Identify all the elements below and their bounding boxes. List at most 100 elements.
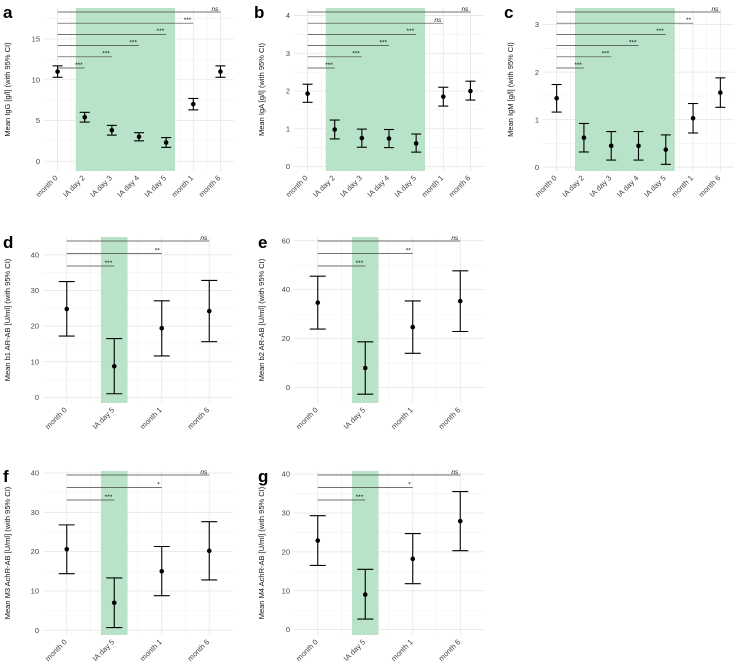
y-axis-label: Mean M3 AchR-AB [U/ml] (with 95% CI) — [3, 486, 12, 619]
y-tick-label: 60 — [282, 236, 290, 245]
panel-letter: d — [3, 233, 13, 252]
significance-label: * — [408, 481, 411, 488]
x-tick-label: month 0 — [43, 405, 69, 431]
x-tick-label: month 0 — [34, 173, 60, 199]
y-tick-label: 20 — [31, 547, 39, 556]
y-tick-label: 10 — [31, 587, 39, 596]
mean-point — [332, 127, 338, 132]
y-tick-label: 40 — [31, 469, 39, 478]
ia-shaded-band — [325, 8, 426, 171]
x-tick-label: month 0 — [294, 405, 320, 431]
mean-point — [82, 114, 88, 120]
x-tick-label: month 6 — [697, 173, 723, 199]
mean-point — [410, 556, 416, 562]
significance-label: *** — [102, 51, 110, 58]
y-axis-label: Mean M4 AchR-AB [U/ml] (with 95% CI) — [257, 486, 266, 619]
y-tick-label: 1 — [535, 115, 539, 124]
mean-point — [410, 324, 416, 330]
mean-point — [55, 69, 60, 74]
y-tick-label: 3 — [535, 20, 539, 29]
chart-panel-b: 0 1 2 3 4 month 0 IA day 2 IA day 3 IA day 4 IA d… — [254, 3, 484, 199]
mean-point — [190, 101, 196, 107]
y-tick-label: 20 — [282, 547, 290, 556]
y-axis-label: Mean IgA [g/l] (with 95% CI) — [257, 43, 266, 136]
y-tick-label: 4 — [286, 11, 290, 20]
significance-label: ns — [451, 469, 459, 476]
panel-letter: g — [258, 467, 268, 486]
significance-label: *** — [105, 494, 113, 501]
x-tick-label: month 1 — [138, 405, 164, 431]
significance-label: *** — [352, 51, 360, 58]
chart-panel-a: 0 5 10 15 month 0 IA day 2 IA day 3 IA day 4 IA … — [3, 3, 234, 199]
mean-point — [581, 135, 587, 141]
mean-point — [136, 134, 142, 140]
x-tick-label: IA day 5 — [91, 405, 117, 431]
significance-label: *** — [356, 494, 364, 501]
mean-point — [362, 365, 368, 371]
chart-panel-g: 0 10 20 30 40 month 0 IA day 5 month 1 month 6 Me… — [257, 467, 484, 663]
chart-panel-f: 0 10 20 30 40 month 0 IA day 5 month 1 month 6 Me… — [3, 467, 233, 663]
significance-label: ns — [462, 6, 470, 13]
x-tick-label: month 0 — [43, 637, 69, 663]
significance-label: ** — [686, 17, 692, 24]
x-tick-label: IA day 3 — [88, 173, 114, 199]
x-tick-label: IA day 5 — [642, 173, 668, 199]
ia-shaded-band — [574, 8, 675, 171]
y-axis-label: Mean b1 AR-AB [U/ml] (with 95% CI) — [3, 258, 12, 381]
mean-point — [111, 364, 117, 369]
x-tick-label: month 6 — [437, 637, 463, 663]
panel-letter: c — [504, 3, 513, 22]
x-tick-label: IA day 5 — [393, 173, 419, 199]
mean-point — [64, 306, 70, 312]
x-tick-label: month 6 — [447, 173, 473, 199]
mean-point — [64, 546, 70, 552]
mean-point — [468, 88, 473, 94]
x-tick-label: IA day 2 — [61, 173, 87, 199]
x-tick-label: month 6 — [186, 637, 212, 663]
y-tick-label: 2 — [286, 87, 290, 96]
y-tick-label: 20 — [282, 334, 290, 343]
significance-label: ns — [200, 235, 208, 242]
y-tick-label: 0 — [286, 162, 290, 171]
mean-point — [608, 143, 614, 149]
panel-letter: f — [3, 467, 9, 486]
mean-point — [413, 141, 419, 146]
y-tick-label: 10 — [31, 357, 39, 366]
mean-point — [457, 298, 463, 304]
mean-point — [386, 136, 392, 141]
x-tick-label: month 1 — [389, 637, 415, 663]
x-tick-label: IA day 2 — [560, 173, 586, 199]
mean-point — [315, 300, 321, 305]
significance-label: ns — [711, 6, 719, 13]
y-tick-label: 40 — [282, 285, 290, 294]
x-tick-label: IA day 5 — [91, 637, 117, 663]
mean-point — [218, 69, 223, 74]
mean-point — [159, 325, 165, 331]
significance-label: *** — [407, 28, 415, 35]
x-tick-label: IA day 4 — [115, 173, 141, 199]
significance-label: *** — [129, 39, 137, 46]
x-tick-label: month 1 — [420, 173, 446, 199]
x-tick-label: month 6 — [437, 405, 463, 431]
y-tick-label: 10 — [282, 586, 290, 595]
y-tick-label: 0 — [286, 383, 290, 392]
panel-letter: b — [254, 3, 264, 22]
mean-point — [636, 143, 641, 149]
significance-label: ** — [155, 247, 161, 254]
x-tick-label: month 1 — [670, 173, 696, 199]
significance-label: *** — [325, 62, 333, 69]
y-tick-label: 30 — [31, 286, 39, 295]
ia-shaded-band — [75, 8, 176, 171]
mean-point — [718, 90, 723, 95]
significance-label: *** — [356, 260, 364, 267]
x-tick-label: IA day 4 — [615, 173, 641, 199]
y-tick-label: 40 — [31, 250, 39, 259]
mean-point — [206, 548, 212, 554]
significance-label: *** — [75, 62, 83, 69]
mean-point — [109, 127, 115, 133]
significance-label: ns — [200, 469, 208, 476]
mean-point — [163, 140, 169, 145]
y-tick-label: 0 — [535, 163, 539, 172]
y-tick-label: 0 — [35, 626, 39, 635]
